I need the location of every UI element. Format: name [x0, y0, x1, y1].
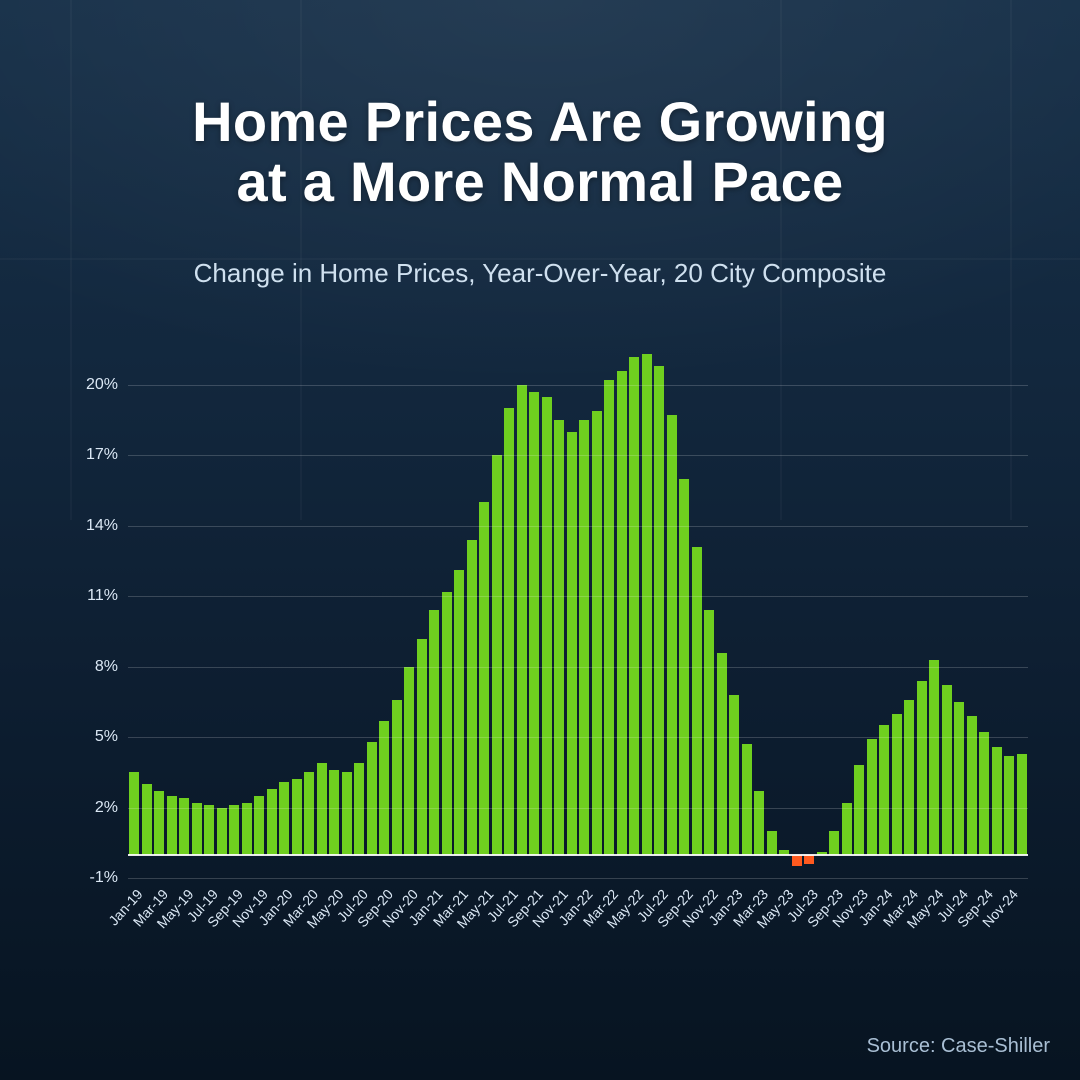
- bar: [892, 714, 902, 855]
- y-tick-label: 14%: [86, 517, 128, 535]
- bar: [554, 420, 564, 854]
- bar: [454, 570, 464, 854]
- bar: [942, 685, 952, 854]
- bar: [792, 855, 802, 867]
- title-line-1: Home Prices Are Growing: [192, 90, 888, 153]
- bar: [704, 610, 714, 854]
- bar: [592, 411, 602, 855]
- bar: [992, 747, 1002, 855]
- bar: [1017, 754, 1027, 855]
- chart-title: Home Prices Are Growing at a More Normal…: [0, 92, 1080, 213]
- gridline: [128, 808, 1028, 809]
- y-tick-label: 17%: [86, 446, 128, 464]
- bar: [317, 763, 327, 855]
- plot-area: -1%2%5%8%11%14%17%20%: [128, 338, 1028, 878]
- bar: [617, 371, 627, 855]
- bar: [504, 408, 514, 854]
- x-axis-labels: Jan-19Mar-19May-19Jul-19Sep-19Nov-19Jan-…: [128, 880, 1028, 968]
- bar: [204, 805, 214, 854]
- bar: [654, 366, 664, 854]
- gridline: [128, 667, 1028, 668]
- bar: [642, 354, 652, 854]
- bar: [829, 831, 839, 854]
- bar: [529, 392, 539, 855]
- source-attribution: Source: Case-Shiller: [867, 1035, 1050, 1058]
- bar: [717, 653, 727, 855]
- bar: [167, 796, 177, 855]
- bar: [404, 667, 414, 855]
- bar: [242, 803, 252, 855]
- bar: [417, 639, 427, 855]
- title-line-2: at a More Normal Pace: [237, 150, 844, 213]
- bar-chart: -1%2%5%8%11%14%17%20% Jan-19Mar-19May-19…: [62, 338, 1028, 968]
- gridline: [128, 878, 1028, 879]
- bar: [217, 808, 227, 855]
- bar: [392, 700, 402, 855]
- bar: [667, 415, 677, 854]
- y-tick-label: 8%: [95, 658, 128, 676]
- bars-container: [128, 338, 1028, 878]
- bar: [904, 700, 914, 855]
- gridline: [128, 596, 1028, 597]
- bar: [154, 791, 164, 854]
- gridline: [128, 526, 1028, 527]
- bar: [342, 772, 352, 854]
- bar: [354, 763, 364, 855]
- bar: [767, 831, 777, 854]
- bar: [367, 742, 377, 855]
- y-tick-label: 20%: [86, 376, 128, 394]
- bar: [442, 592, 452, 855]
- bar: [142, 784, 152, 854]
- chart-subtitle: Change in Home Prices, Year-Over-Year, 2…: [0, 258, 1080, 289]
- bar: [729, 695, 739, 855]
- bar: [979, 732, 989, 854]
- y-tick-label: 5%: [95, 728, 128, 746]
- bar: [754, 791, 764, 854]
- bar: [254, 796, 264, 855]
- bar: [229, 805, 239, 854]
- bar: [379, 721, 389, 855]
- gridline: [128, 385, 1028, 386]
- y-tick-label: -1%: [90, 869, 128, 887]
- bar: [329, 770, 339, 855]
- bar: [742, 744, 752, 854]
- bar: [804, 855, 814, 864]
- bar: [542, 397, 552, 855]
- y-tick-label: 11%: [87, 587, 128, 605]
- bar: [842, 803, 852, 855]
- bar: [1004, 756, 1014, 855]
- gridline: [128, 737, 1028, 738]
- bar: [567, 432, 577, 855]
- bar: [629, 357, 639, 855]
- bar: [267, 789, 277, 855]
- bar: [479, 502, 489, 854]
- bar: [604, 380, 614, 854]
- bar: [192, 803, 202, 855]
- zero-baseline: [128, 854, 1028, 856]
- bar: [429, 610, 439, 854]
- bar: [579, 420, 589, 854]
- bar: [292, 779, 302, 854]
- bar: [279, 782, 289, 855]
- bar: [879, 725, 889, 854]
- bar: [854, 765, 864, 854]
- bar: [917, 681, 927, 855]
- bar: [929, 660, 939, 855]
- bar: [867, 739, 877, 854]
- gridline: [128, 455, 1028, 456]
- bar: [954, 702, 964, 855]
- bar: [129, 772, 139, 854]
- y-tick-label: 2%: [95, 799, 128, 817]
- bar: [492, 455, 502, 854]
- bar: [304, 772, 314, 854]
